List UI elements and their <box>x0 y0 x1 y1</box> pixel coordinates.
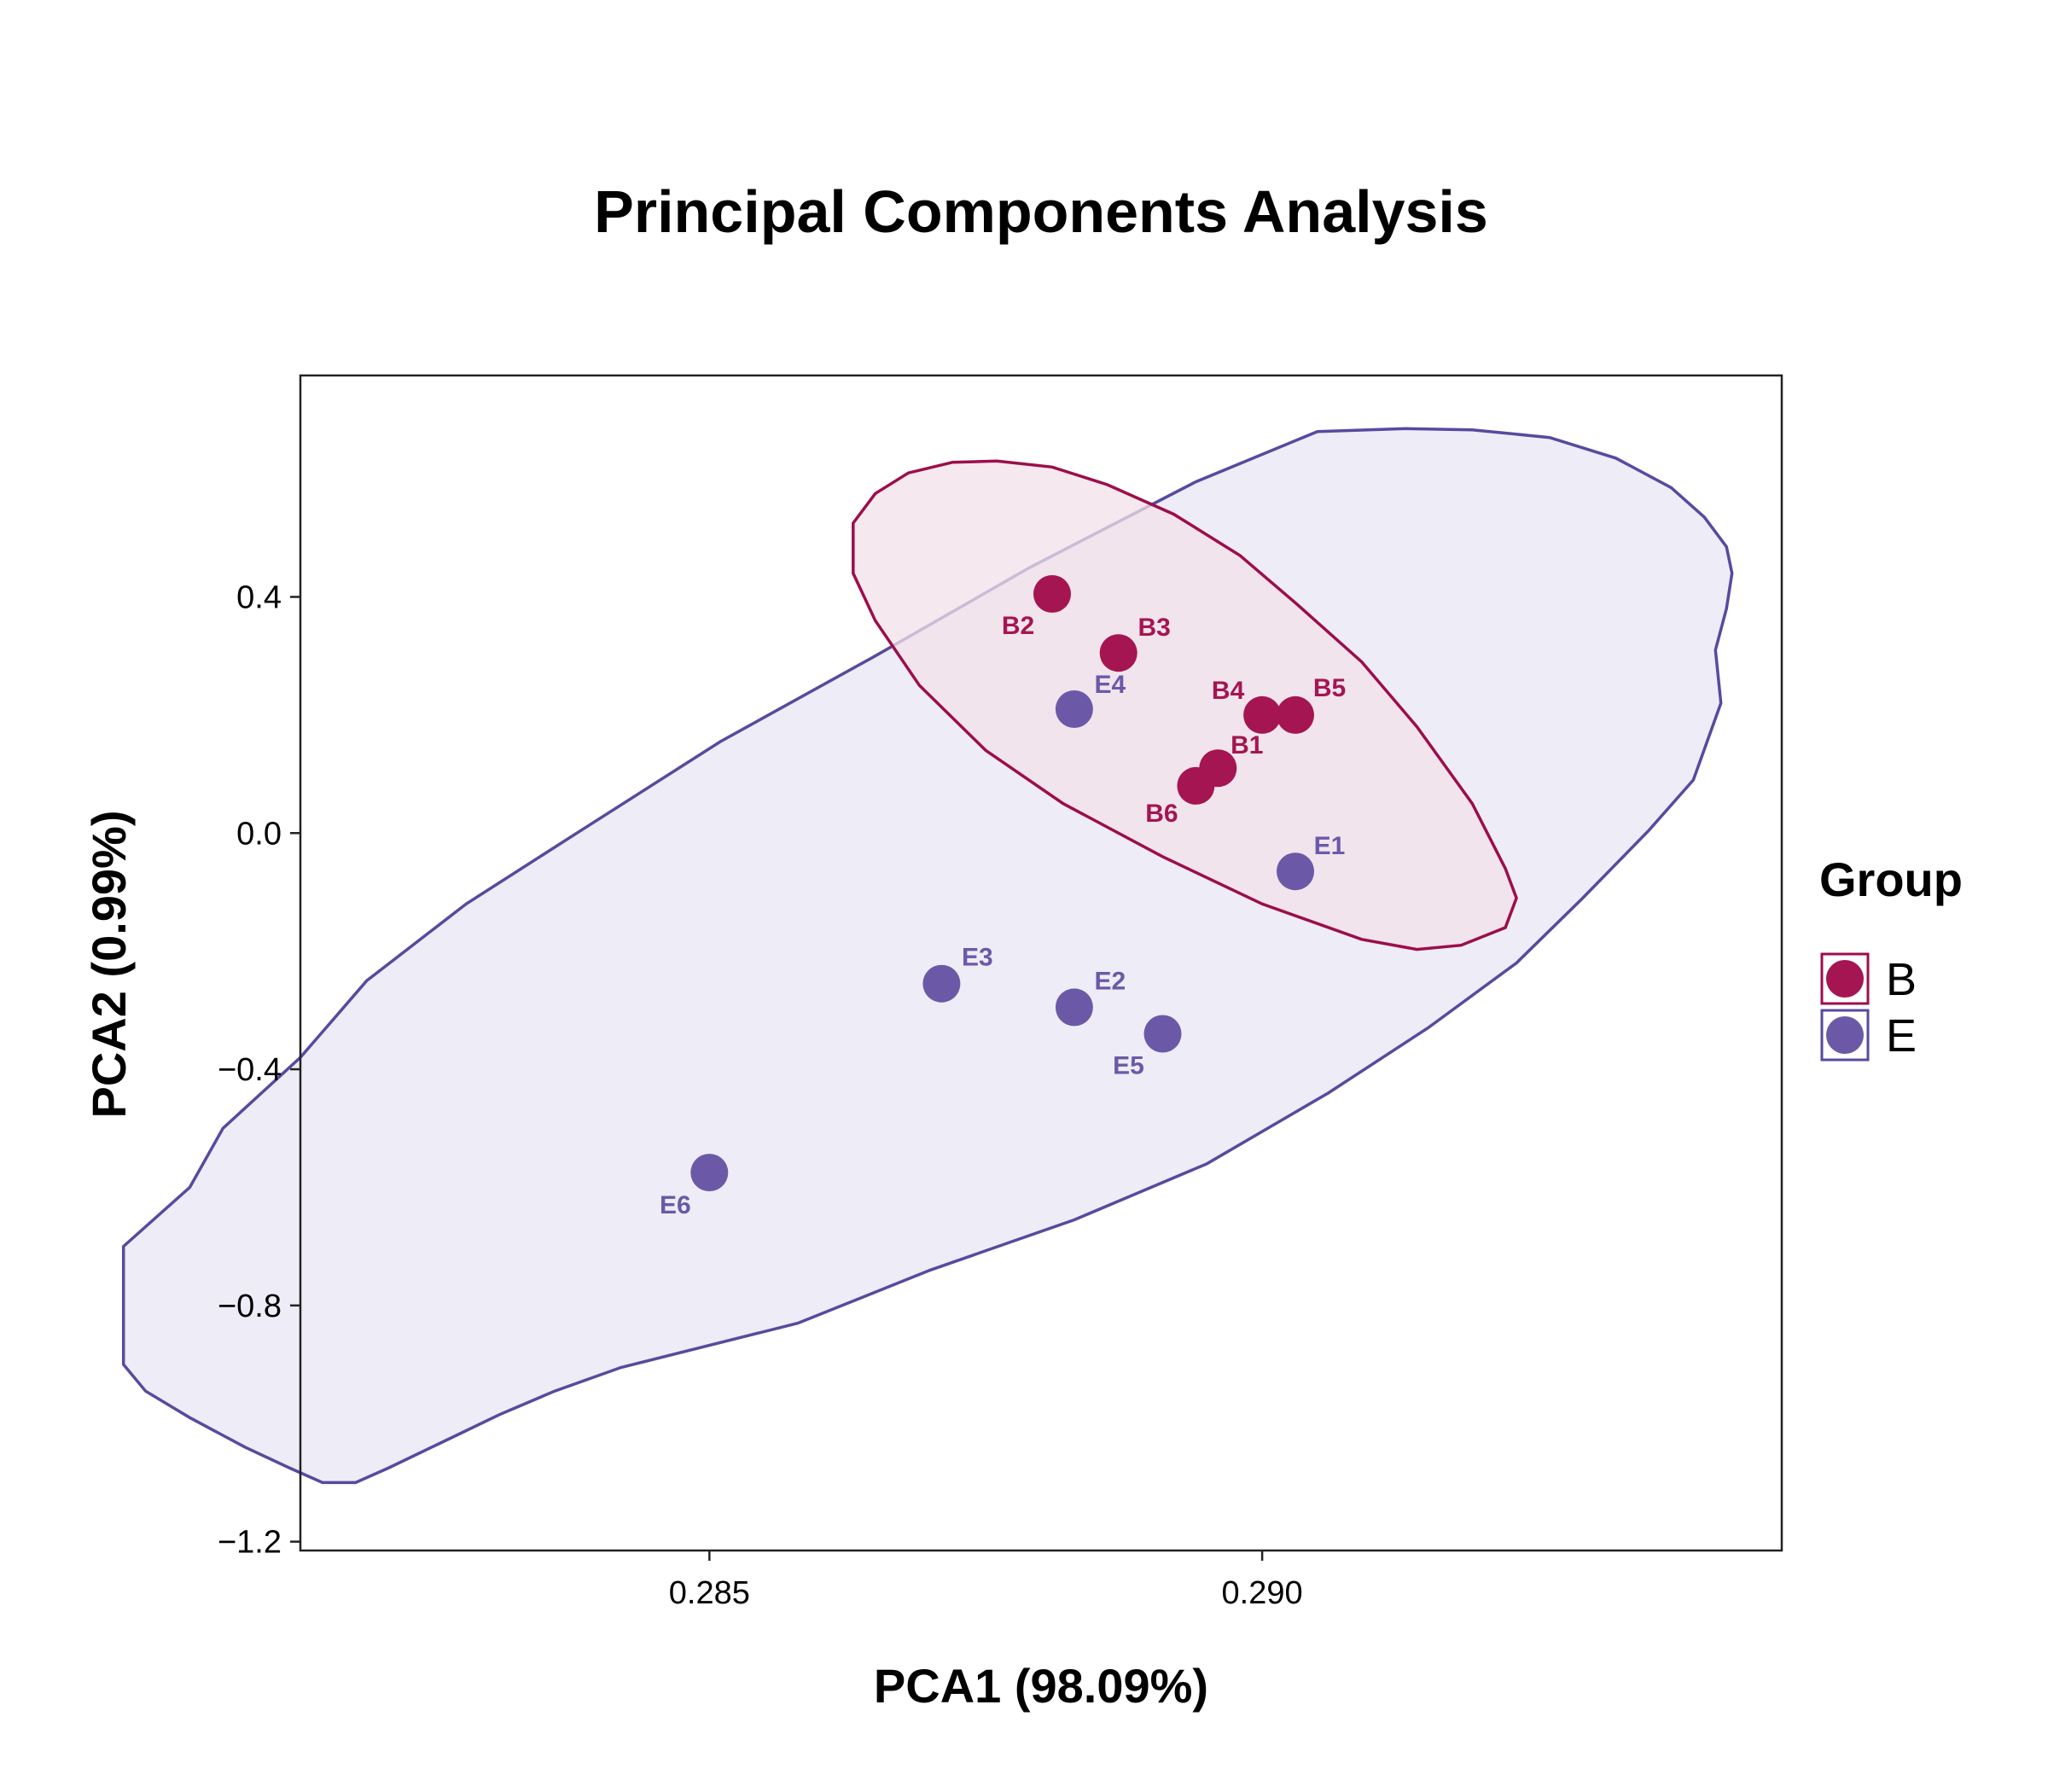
y-axis-title: PCA2 (0.99%) <box>82 810 136 1118</box>
point-e2 <box>1055 988 1093 1027</box>
point-label-e2: E2 <box>1095 967 1126 995</box>
y-tick-label: 0.4 <box>236 579 282 615</box>
x-tick-label: 0.290 <box>1222 1575 1303 1611</box>
point-label-b1: B1 <box>1231 731 1263 759</box>
y-tick-label: 0.0 <box>236 816 282 852</box>
plot-panel-border <box>299 374 1783 1552</box>
point-e4 <box>1055 690 1093 728</box>
legend-key-b <box>1820 952 1870 1005</box>
legend-label-b: B <box>1886 954 1917 1005</box>
ellipse-b <box>852 459 1518 951</box>
x-tick-label: 0.285 <box>669 1575 750 1611</box>
point-b6 <box>1177 766 1215 805</box>
point-b3 <box>1099 634 1137 672</box>
x-axis-title: PCA1 (98.09%) <box>874 1659 1208 1713</box>
point-label-b6: B6 <box>1145 800 1178 828</box>
point-labels: B1 B2 B3 B4 B5 B6 E1 E2 E3 E4 E5 E6 <box>660 612 1346 1219</box>
point-e6 <box>690 1154 729 1192</box>
legend-label-e: E <box>1886 1010 1917 1062</box>
confidence-ellipses <box>121 427 1734 1485</box>
point-e3 <box>922 964 961 1003</box>
x-axis: 0.285 0.290 <box>669 1551 1303 1611</box>
point-label-e1: E1 <box>1314 832 1346 860</box>
legend: Group BE <box>1819 852 1963 1062</box>
point-label-b5: B5 <box>1313 674 1346 702</box>
point-label-e6: E6 <box>660 1191 691 1219</box>
legend-marker-b <box>1826 960 1864 998</box>
legend-marker-e <box>1826 1016 1864 1054</box>
y-tick-label: −1.2 <box>218 1525 282 1561</box>
y-tick-label: −0.4 <box>218 1052 282 1088</box>
y-tick-label: −0.8 <box>218 1289 282 1324</box>
chart-title: Principal Components Analysis <box>594 178 1488 245</box>
y-axis: 0.4 0.0 −0.4 −0.8 −1.2 <box>218 579 300 1561</box>
point-e1 <box>1277 852 1314 891</box>
legend-title: Group <box>1819 852 1963 906</box>
point-label-b2: B2 <box>1002 612 1034 640</box>
point-label-e3: E3 <box>962 944 993 972</box>
point-label-e5: E5 <box>1113 1052 1144 1080</box>
legend-key-e <box>1820 1009 1870 1062</box>
point-e5 <box>1143 1015 1182 1053</box>
point-b2 <box>1033 575 1071 613</box>
point-label-e4: E4 <box>1095 671 1126 699</box>
point-b5 <box>1277 695 1314 734</box>
point-label-b3: B3 <box>1138 614 1171 642</box>
data-points <box>690 575 1314 1192</box>
point-b4 <box>1243 695 1282 734</box>
point-label-b4: B4 <box>1212 677 1245 705</box>
